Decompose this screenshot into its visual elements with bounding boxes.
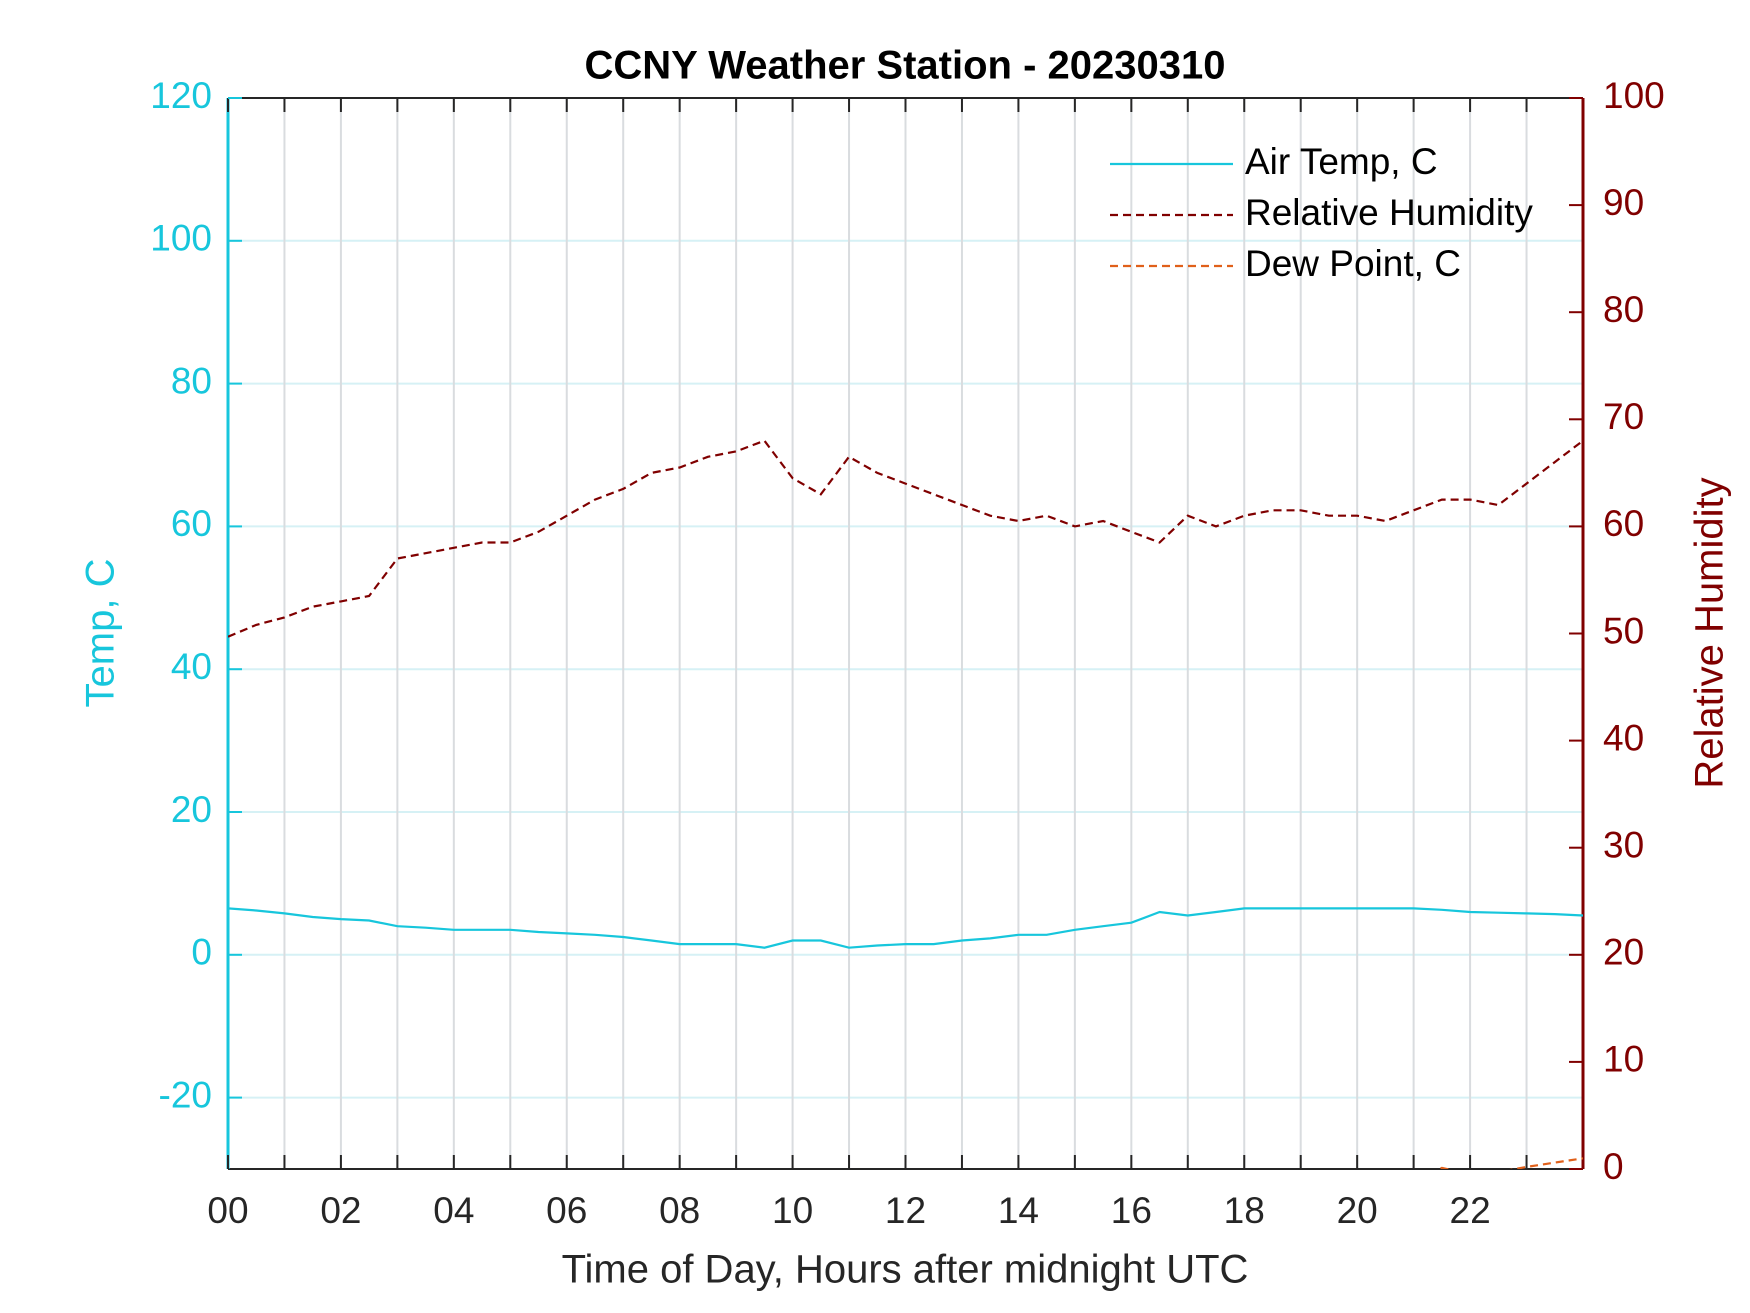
y2-tick-label: 60 bbox=[1603, 503, 1644, 544]
x-tick-label: 20 bbox=[1337, 1190, 1378, 1231]
y-tick-label: 40 bbox=[171, 646, 212, 687]
y-tick-label: 120 bbox=[150, 75, 212, 116]
x-tick-label: 10 bbox=[772, 1190, 813, 1231]
y-tick-label: 20 bbox=[171, 789, 212, 830]
plot-area bbox=[228, 439, 1583, 1169]
x-tick-label: 08 bbox=[659, 1190, 700, 1231]
y2-tick-label: 50 bbox=[1603, 610, 1644, 651]
y-tick-label: -20 bbox=[159, 1074, 212, 1115]
y2-axis-label: Relative Humidity bbox=[1688, 477, 1732, 788]
y2-tick-label: 30 bbox=[1603, 824, 1644, 865]
y-tick-label: 80 bbox=[171, 360, 212, 401]
y2-tick-label: 70 bbox=[1603, 396, 1644, 437]
y2-tick-label: 90 bbox=[1603, 182, 1644, 223]
legend-label: Dew Point, C bbox=[1245, 243, 1461, 284]
y-tick-label: 100 bbox=[150, 218, 212, 259]
x-tick-label: 00 bbox=[207, 1190, 248, 1231]
x-axis-label: Time of Day, Hours after midnight UTC bbox=[562, 1248, 1249, 1292]
y2-tick-label: 40 bbox=[1603, 717, 1644, 758]
legend-label: Air Temp, C bbox=[1245, 141, 1438, 182]
y-tick-label: 0 bbox=[191, 932, 212, 973]
y-tick-label: 60 bbox=[171, 503, 212, 544]
y2-tick-label: 10 bbox=[1603, 1039, 1644, 1080]
x-tick-label: 22 bbox=[1450, 1190, 1491, 1231]
y2-tick-label: 80 bbox=[1603, 289, 1644, 330]
y2-tick-label: 0 bbox=[1603, 1146, 1624, 1187]
x-tick-label: 14 bbox=[998, 1190, 1039, 1231]
x-tick-label: 04 bbox=[433, 1190, 474, 1231]
y-axis-label: Temp, C bbox=[79, 559, 123, 708]
chart-title: CCNY Weather Station - 20230310 bbox=[585, 44, 1226, 88]
x-tick-label: 18 bbox=[1224, 1190, 1265, 1231]
x-tick-label: 12 bbox=[885, 1190, 926, 1231]
x-tick-label: 16 bbox=[1111, 1190, 1152, 1231]
x-tick-label: 02 bbox=[320, 1190, 361, 1231]
series-line bbox=[228, 907, 1583, 949]
y2-tick-label: 20 bbox=[1603, 932, 1644, 973]
legend-label: Relative Humidity bbox=[1245, 192, 1533, 233]
y2-tick-label: 100 bbox=[1603, 75, 1665, 116]
x-tick-label: 06 bbox=[546, 1190, 587, 1231]
series-line bbox=[228, 439, 1583, 638]
